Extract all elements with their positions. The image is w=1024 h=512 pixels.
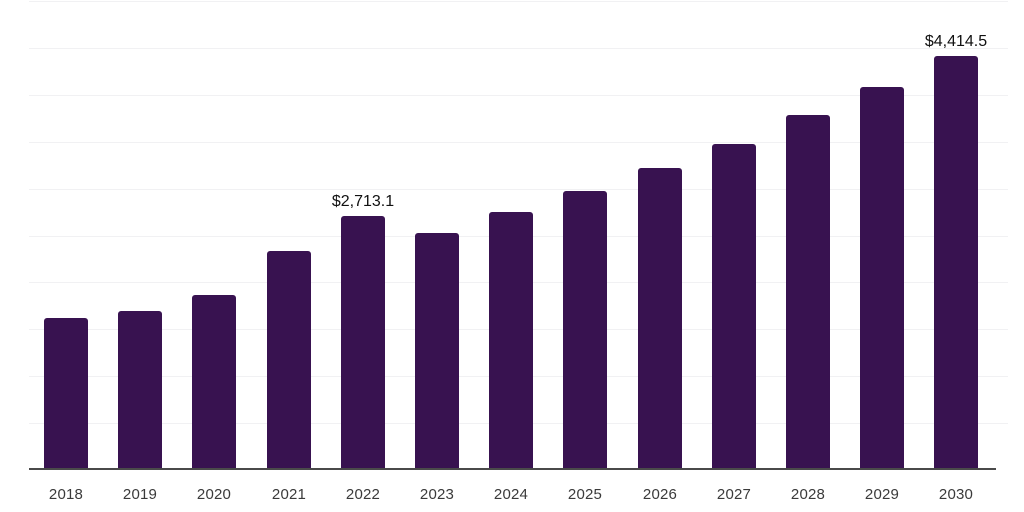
bar-2024: [489, 212, 533, 469]
x-tick-label-2022: 2022: [345, 486, 381, 503]
gridline-3500: [29, 142, 1008, 143]
gridline-4500: [29, 48, 1008, 49]
bar-2021: [267, 251, 311, 469]
bar-2019: [118, 311, 162, 469]
x-tick-label-2018: 2018: [48, 486, 84, 503]
gridline-3000: [29, 189, 1008, 190]
bar-2023: [415, 233, 459, 469]
x-tick-label-2027: 2027: [716, 486, 752, 503]
gridline-4000: [29, 95, 1008, 96]
x-tick-label-2024: 2024: [493, 486, 529, 503]
bar-2025: [563, 191, 607, 469]
x-tick-label-2025: 2025: [567, 486, 603, 503]
value-label-2030: $4,414.5: [924, 33, 988, 50]
x-tick-label-2026: 2026: [642, 486, 678, 503]
bar-2028: [786, 115, 830, 469]
bar-2022: [341, 216, 385, 469]
value-label-2022: $2,713.1: [331, 193, 395, 210]
x-tick-label-2023: 2023: [419, 486, 455, 503]
x-tick-label-2020: 2020: [196, 486, 232, 503]
x-tick-label-2019: 2019: [122, 486, 158, 503]
x-tick-label-2030: 2030: [938, 486, 974, 503]
bar-2018: [44, 318, 88, 469]
bar-2030: [934, 56, 978, 469]
bar-2026: [638, 168, 682, 469]
gridline-5000: [29, 1, 1008, 2]
bar-2020: [192, 295, 236, 469]
x-tick-label-2029: 2029: [864, 486, 900, 503]
x-tick-label-2028: 2028: [790, 486, 826, 503]
x-tick-label-2021: 2021: [271, 486, 307, 503]
x-axis-line: [29, 468, 996, 470]
bar-2027: [712, 144, 756, 469]
bar-2029: [860, 87, 904, 469]
